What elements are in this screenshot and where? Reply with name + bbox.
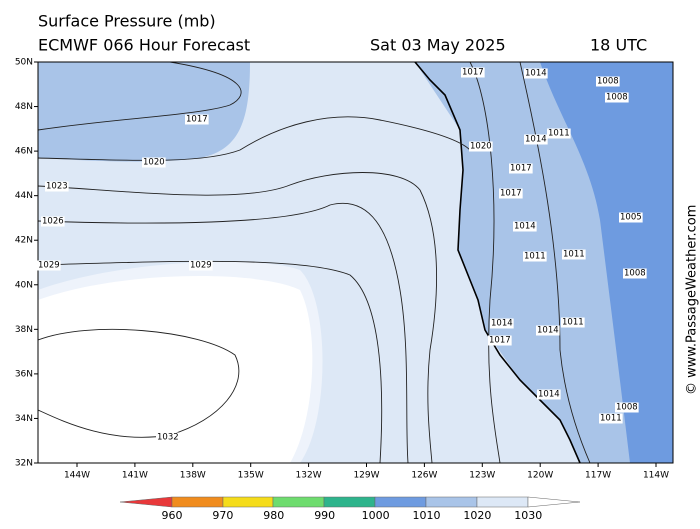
- contour-label: 1011: [600, 414, 622, 424]
- lon-label: 123W: [469, 471, 495, 481]
- label-bg: [45, 181, 69, 192]
- label-bg: [599, 413, 623, 424]
- contour-label: 1008: [597, 77, 619, 87]
- lon-label: 144W: [64, 471, 90, 481]
- model: ECMWF 066 Hour Forecast: [38, 36, 250, 55]
- colorbar-label: 1010: [413, 509, 441, 522]
- lon-label: 141W: [122, 471, 148, 481]
- lat-label: 42N: [15, 236, 33, 246]
- label-bg: [41, 216, 65, 227]
- lon-label: 114W: [643, 471, 669, 481]
- contour-label: 1017: [462, 68, 484, 78]
- label-bg: [615, 402, 639, 413]
- lon-label: 117W: [585, 471, 611, 481]
- lon-labels: 144W 141W 138W 135W 132W 129W 126W 123W 120W 117W…: [64, 463, 669, 481]
- label-bg: [605, 92, 629, 103]
- contour-label: 1011: [562, 318, 584, 328]
- contour-label: 1014: [525, 69, 547, 79]
- colorbar-label: 980: [263, 509, 284, 522]
- lat-label: 34N: [15, 414, 33, 424]
- colorbar-label: 990: [314, 509, 335, 522]
- label-bg: [469, 141, 493, 152]
- label-bg: [561, 317, 585, 328]
- label-bg: [189, 260, 213, 271]
- contour-label: 1032: [157, 433, 179, 443]
- label-bg: [490, 318, 514, 329]
- contour-label: 1020: [143, 158, 165, 168]
- contour-label: 1017: [500, 189, 522, 199]
- label-bg: [623, 268, 647, 279]
- label-bg: [156, 432, 180, 443]
- contour-label: 1014: [491, 319, 513, 329]
- colorbar-label: 960: [162, 509, 183, 522]
- colorbar-label: 1020: [463, 509, 491, 522]
- contour-label: 1017: [489, 336, 511, 346]
- contour-label: 1014: [525, 135, 547, 145]
- label-bg: [547, 128, 571, 139]
- contour-label: 1011: [548, 129, 570, 139]
- lon-label: 135W: [238, 471, 264, 481]
- label-bg: [499, 188, 523, 199]
- colorbar-label: 1030: [514, 509, 542, 522]
- colorbar: [119, 496, 581, 508]
- label-bg: [513, 221, 537, 232]
- contour-label: 1008: [616, 403, 638, 413]
- label-bg: [509, 163, 533, 174]
- lon-label: 129W: [353, 471, 379, 481]
- lat-label: 38N: [15, 325, 33, 335]
- label-bg: [619, 212, 643, 223]
- contour-label: 1014: [537, 326, 559, 336]
- label-bg: [488, 335, 512, 346]
- colorbar-label: 1000: [362, 509, 390, 522]
- date: Sat 03 May 2025: [370, 36, 506, 55]
- contour-label: 1020: [470, 142, 492, 152]
- map: [38, 62, 673, 463]
- label-bg: [142, 157, 166, 168]
- lon-label: 120W: [527, 471, 553, 481]
- label-bg: [523, 251, 547, 262]
- contour-label: 1008: [606, 93, 628, 103]
- watermark: © www.PassageWeather.com: [685, 205, 700, 395]
- contour-label: 1017: [186, 115, 208, 125]
- colorbar-label: 970: [212, 509, 233, 522]
- lat-label: 50N: [15, 58, 33, 68]
- lat-label: 36N: [15, 369, 33, 379]
- lat-label: 46N: [15, 147, 33, 157]
- lat-label: 32N: [15, 459, 33, 469]
- contour-label: 1005: [620, 213, 642, 223]
- contour-label: 1014: [514, 222, 536, 232]
- contour-label: 1029: [38, 261, 60, 271]
- label-bg: [596, 76, 620, 87]
- colorbar-labels: 960 970 980 990 1000 1010 1020 1030: [162, 509, 543, 522]
- label-bg: [37, 260, 61, 271]
- contour-label: 1011: [563, 250, 585, 260]
- lon-label: 138W: [180, 471, 206, 481]
- lat-label: 40N: [15, 280, 33, 290]
- contour-label: 1011: [524, 252, 546, 262]
- contour-labels: 1017 1020 1023 1026 1029 1029 1032 1020 …: [37, 67, 647, 443]
- label-bg: [524, 134, 548, 145]
- contour-label: 1014: [538, 390, 560, 400]
- label-bg: [537, 389, 561, 400]
- title: Surface Pressure (mb): [38, 12, 216, 31]
- contour-label: 1026: [42, 217, 64, 227]
- contour-label: 1017: [510, 164, 532, 174]
- contour-label: 1023: [46, 182, 68, 192]
- label-bg: [524, 68, 548, 79]
- label-bg: [461, 67, 485, 78]
- time: 18 UTC: [590, 36, 647, 55]
- label-bg: [536, 325, 560, 336]
- lat-labels: 50N 48N 46N 44N 42N 40N 38N 36N 34N 32N: [15, 58, 38, 469]
- label-bg: [185, 114, 209, 125]
- lon-label: 126W: [411, 471, 437, 481]
- lat-label: 44N: [15, 191, 33, 201]
- lat-label: 48N: [15, 102, 33, 112]
- contour-label: 1008: [624, 269, 646, 279]
- lon-label: 132W: [296, 471, 322, 481]
- label-bg: [562, 249, 586, 260]
- contour-label: 1029: [190, 261, 212, 271]
